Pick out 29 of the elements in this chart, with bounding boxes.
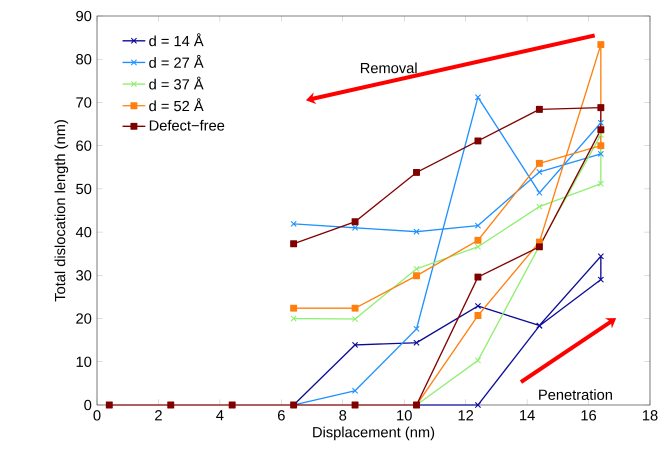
- legend-label: d = 14 Å: [149, 33, 204, 46]
- x-tick-label: 0: [93, 410, 100, 421]
- x-tick-label: 14: [520, 410, 535, 420]
- y-tick-label: 70: [76, 97, 92, 108]
- annotation: Penetration: [539, 389, 612, 400]
- y-tick-label: 10: [76, 356, 92, 367]
- x-tick-label: 4: [216, 410, 224, 420]
- y-tick-label: 30: [76, 270, 92, 281]
- x-tick-label: 12: [458, 410, 474, 420]
- x-tick-label: 10: [397, 410, 412, 421]
- y-axis-title: Total dislocation length (nm): [54, 120, 68, 302]
- legend-label: Defect−free: [150, 120, 224, 131]
- y-tick-label: 0: [84, 400, 92, 410]
- x-tick-label: 2: [155, 410, 162, 420]
- y-tick-label: 50: [76, 184, 92, 194]
- legend-label: d = 27 Å: [149, 54, 204, 68]
- annotation: Removal: [360, 62, 417, 74]
- x-tick-label: 6: [278, 410, 285, 421]
- y-tick-label: 20: [76, 313, 92, 324]
- x-tick-label: 8: [339, 410, 346, 421]
- x-tick-label: 16: [582, 410, 596, 421]
- x-tick-label: 18: [642, 410, 658, 421]
- y-tick-label: 60: [76, 140, 92, 151]
- y-tick-label: 90: [76, 10, 92, 22]
- legend-label: d = 37 Å: [149, 76, 204, 90]
- y-tick-label: 80: [76, 54, 92, 64]
- x-axis-title: Displacement (nm): [313, 426, 434, 440]
- y-tick-label: 40: [76, 226, 92, 238]
- legend-label: d = 52 Å: [149, 98, 204, 112]
